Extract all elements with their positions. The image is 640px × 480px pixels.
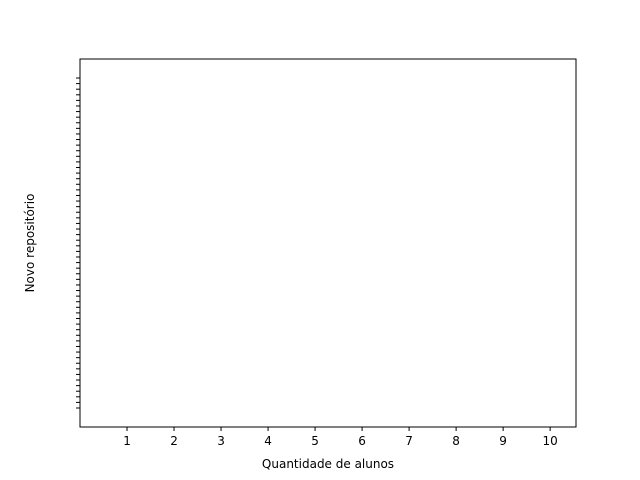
y-axis-label: Novo repositório [23,194,37,293]
x-tick-label: 5 [311,434,319,448]
x-tick-label: 6 [358,434,366,448]
x-tick-label: 2 [170,434,178,448]
x-tick-label: 4 [264,434,272,448]
plot-frame [79,58,577,428]
x-tick-label: 10 [543,434,558,448]
x-tick-label: 8 [452,434,460,448]
x-tick-label: 7 [405,434,413,448]
x-tick-label: 1 [123,434,131,448]
x-tick-label: 3 [217,434,225,448]
x-tick-label: 9 [499,434,507,448]
x-axis-label: Quantidade de alunos [262,457,394,471]
